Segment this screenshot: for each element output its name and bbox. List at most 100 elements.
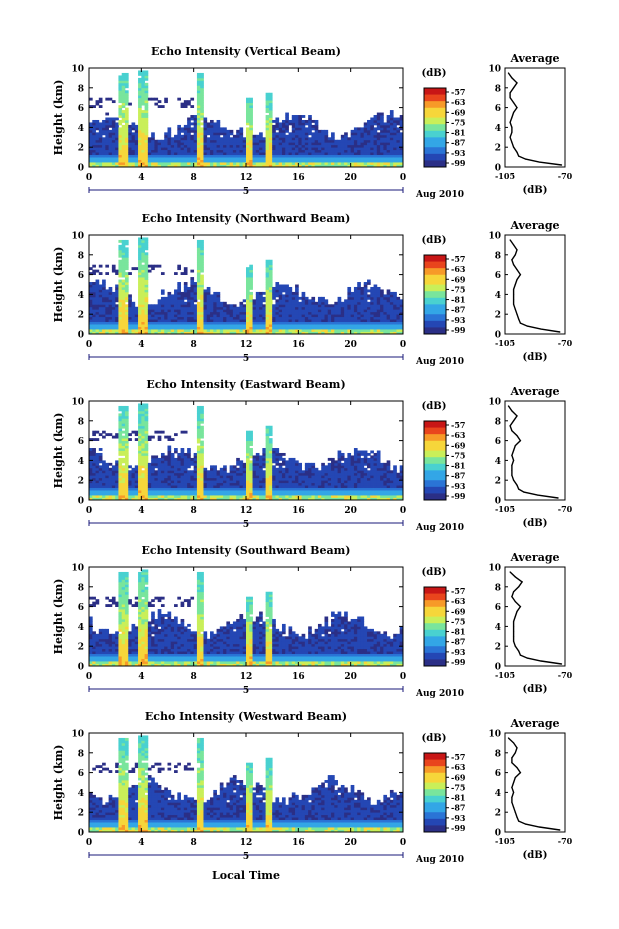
heatmap-cell (92, 289, 96, 293)
heatmap-cell (242, 482, 247, 486)
heatmap-cell (268, 299, 273, 303)
heatmap-cell (151, 162, 155, 165)
heatmap-cell (177, 282, 181, 285)
heatmap-cell (111, 331, 116, 335)
heatmap-cell (144, 254, 149, 258)
heatmap-cell (89, 455, 93, 459)
heatmap-cell (147, 149, 152, 153)
heatmap-cell (399, 319, 404, 323)
heatmap-cell (180, 455, 185, 459)
heatmap-cell (246, 324, 250, 327)
heatmap-cell (324, 129, 329, 133)
heatmap-cell (301, 329, 306, 332)
heatmap-cell (210, 487, 214, 491)
heatmap-cell (141, 405, 146, 409)
heatmap-cell (144, 413, 149, 417)
heatmap-cell (249, 291, 253, 295)
heatmap-cell (174, 134, 178, 138)
heatmap-cell (144, 82, 149, 86)
heatmap-cell (187, 100, 191, 104)
heatmap-cell (252, 324, 257, 327)
heatmap-cell (288, 309, 293, 313)
heatmap-cell (246, 117, 250, 121)
heatmap-cell (108, 137, 113, 141)
heatmap-cell (154, 316, 159, 320)
heatmap-cell (92, 105, 96, 108)
heatmap-cell (200, 487, 204, 491)
heatmap-cell (121, 291, 126, 295)
heatmap-cell (196, 134, 201, 138)
heatmap-cell (265, 144, 270, 148)
heatmap-cell (200, 80, 204, 84)
heatmap-cell (111, 485, 116, 489)
heatmap-cell (389, 321, 394, 325)
heatmap-cell (272, 321, 276, 325)
heatmap-cell (389, 132, 394, 136)
heatmap-cell (121, 465, 126, 469)
heatmap-cell (102, 299, 106, 303)
heatmap-cell (147, 475, 152, 479)
heatmap-cell (275, 286, 280, 290)
heatmap-cell (193, 490, 198, 493)
heatmap-cell (141, 242, 146, 246)
heatmap-cell (164, 460, 168, 464)
heatmap-cell (367, 134, 371, 138)
heatmap-cell (340, 162, 345, 165)
heatmap-cell (337, 164, 342, 168)
heatmap-cell (331, 152, 335, 156)
heatmap-cell (108, 321, 113, 325)
heatmap-cell (383, 134, 388, 138)
heatmap-cell (144, 147, 149, 151)
heatmap-cell (138, 329, 142, 332)
heatmap-cell (363, 144, 368, 148)
heatmap-cell (206, 137, 211, 141)
heatmap-cell (291, 306, 296, 310)
heatmap-cell (252, 487, 257, 491)
heatmap-cell (216, 331, 221, 335)
heatmap-cell (157, 142, 162, 146)
heatmap-cell (170, 311, 175, 315)
heatmap-cell (180, 321, 185, 325)
heatmap-cell (115, 331, 119, 335)
heatmap-cell (255, 304, 260, 308)
heatmap-cell (190, 462, 195, 466)
heatmap-cell (124, 445, 129, 449)
heatmap-cell (376, 122, 381, 126)
heatmap-cell (144, 137, 149, 141)
heatmap-cell (177, 472, 181, 476)
heatmap-cell (380, 319, 384, 323)
heatmap-cell (177, 475, 181, 479)
heatmap-cell (317, 299, 322, 303)
heatmap-cell (396, 306, 401, 310)
heatmap-cell (393, 301, 397, 305)
heatmap-cell (380, 296, 384, 300)
heatmap-cell (118, 433, 123, 437)
heatmap-cell (98, 272, 103, 275)
heatmap-cell (219, 326, 224, 330)
heatmap-cell (193, 482, 198, 486)
heatmap-cell (118, 430, 123, 434)
heatmap-cell (98, 467, 103, 471)
heatmap-cell (216, 154, 221, 158)
heatmap-cell (301, 311, 306, 315)
heatmap-cell (190, 152, 195, 156)
heatmap-cell (249, 127, 253, 131)
heatmap-cell (141, 249, 146, 253)
heatmap-cell (353, 162, 358, 165)
heatmap-cell (337, 139, 342, 143)
heatmap-cell (138, 467, 142, 471)
heatmap-cell (249, 448, 253, 451)
heatmap-cell (272, 286, 276, 290)
heatmap-cell (239, 314, 244, 318)
heatmap-cell (226, 324, 231, 327)
heatmap-cell (190, 301, 195, 305)
heatmap-cell (288, 324, 293, 327)
heatmap-cell (183, 124, 188, 128)
heatmap-cell (272, 319, 276, 323)
heatmap-cell (128, 480, 132, 484)
heatmap-cell (174, 294, 178, 298)
heatmap-cell (291, 122, 296, 126)
heatmap-cell (262, 299, 267, 303)
heatmap-cell (154, 164, 159, 168)
heatmap-cell (249, 433, 253, 437)
